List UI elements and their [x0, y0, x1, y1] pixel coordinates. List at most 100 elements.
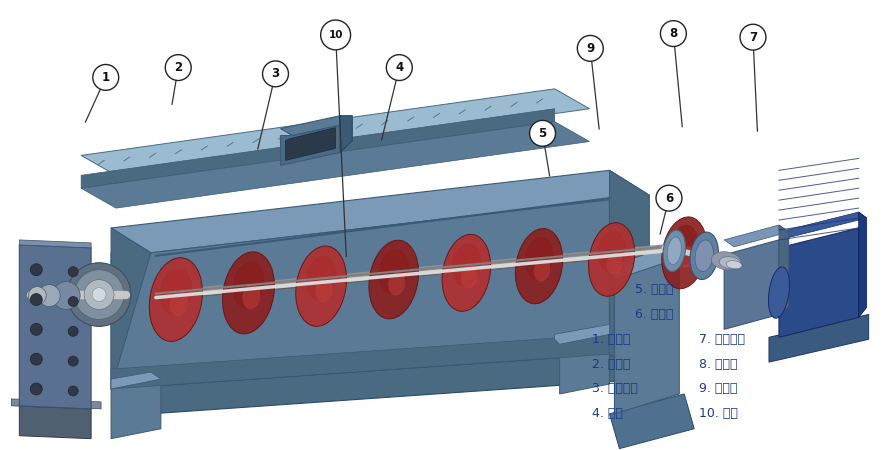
Polygon shape: [609, 394, 694, 449]
Ellipse shape: [525, 238, 553, 279]
Polygon shape: [19, 245, 91, 409]
Circle shape: [68, 356, 78, 366]
Polygon shape: [723, 225, 788, 247]
Circle shape: [30, 264, 43, 276]
Circle shape: [84, 279, 114, 310]
Ellipse shape: [666, 237, 680, 265]
Ellipse shape: [242, 284, 260, 309]
Ellipse shape: [149, 258, 202, 342]
Ellipse shape: [461, 265, 478, 288]
Text: 10. 槽盖: 10. 槽盖: [698, 407, 737, 420]
Circle shape: [92, 288, 106, 302]
Ellipse shape: [597, 231, 625, 272]
Polygon shape: [778, 225, 788, 315]
Polygon shape: [285, 128, 335, 160]
Ellipse shape: [315, 278, 332, 302]
Circle shape: [739, 24, 766, 50]
Ellipse shape: [588, 223, 634, 296]
Ellipse shape: [306, 256, 336, 300]
Ellipse shape: [515, 229, 562, 304]
Circle shape: [529, 121, 555, 146]
Circle shape: [74, 270, 124, 320]
Circle shape: [68, 386, 78, 396]
Polygon shape: [280, 123, 352, 165]
Text: 5: 5: [538, 127, 546, 140]
Text: 3. 螺旋叶片: 3. 螺旋叶片: [591, 382, 637, 396]
Ellipse shape: [233, 262, 264, 307]
Ellipse shape: [169, 291, 188, 316]
Circle shape: [386, 54, 412, 81]
Text: 2. 出料口: 2. 出料口: [591, 358, 629, 371]
Circle shape: [165, 54, 191, 81]
Circle shape: [30, 383, 43, 395]
Circle shape: [67, 263, 131, 326]
Polygon shape: [609, 171, 649, 379]
Polygon shape: [111, 372, 160, 389]
Polygon shape: [723, 240, 778, 329]
Ellipse shape: [378, 250, 408, 293]
Circle shape: [656, 185, 681, 211]
Polygon shape: [340, 116, 352, 153]
Ellipse shape: [661, 217, 706, 289]
Circle shape: [93, 64, 119, 90]
Text: 6: 6: [664, 192, 672, 205]
Ellipse shape: [441, 234, 490, 311]
Circle shape: [660, 21, 686, 46]
Polygon shape: [12, 399, 101, 409]
Text: 10: 10: [328, 30, 343, 40]
Polygon shape: [111, 228, 151, 389]
Ellipse shape: [222, 252, 274, 334]
Circle shape: [68, 297, 78, 306]
Ellipse shape: [695, 240, 712, 272]
Ellipse shape: [606, 252, 622, 274]
Polygon shape: [81, 89, 589, 176]
Polygon shape: [111, 379, 160, 439]
Text: 5. 出料口: 5. 出料口: [634, 283, 673, 296]
Circle shape: [30, 293, 43, 306]
Text: 7. 驱动电机: 7. 驱动电机: [698, 333, 744, 346]
Polygon shape: [778, 212, 866, 238]
Polygon shape: [81, 109, 554, 188]
Text: 1: 1: [102, 71, 110, 84]
Text: 1. 轴承座: 1. 轴承座: [591, 333, 629, 346]
Circle shape: [30, 324, 43, 335]
Circle shape: [262, 61, 288, 87]
Ellipse shape: [689, 232, 718, 279]
Circle shape: [30, 353, 43, 365]
Polygon shape: [768, 315, 867, 362]
Circle shape: [321, 20, 350, 50]
Circle shape: [52, 282, 80, 310]
Text: 7: 7: [748, 31, 756, 44]
Text: 8: 8: [669, 27, 677, 40]
Ellipse shape: [670, 225, 697, 265]
Ellipse shape: [726, 261, 742, 269]
Ellipse shape: [369, 240, 418, 319]
Circle shape: [28, 287, 46, 305]
Ellipse shape: [533, 259, 549, 281]
Ellipse shape: [451, 244, 480, 286]
Polygon shape: [19, 240, 91, 248]
Polygon shape: [280, 116, 352, 135]
Polygon shape: [614, 243, 679, 279]
Ellipse shape: [679, 246, 695, 268]
Text: 4. 槽体: 4. 槽体: [591, 407, 622, 420]
Ellipse shape: [295, 246, 346, 326]
Polygon shape: [858, 212, 866, 317]
Ellipse shape: [767, 267, 789, 318]
Circle shape: [38, 285, 60, 306]
Circle shape: [68, 267, 78, 277]
Text: 9: 9: [586, 42, 594, 55]
Ellipse shape: [719, 256, 740, 269]
Ellipse shape: [388, 272, 405, 295]
Ellipse shape: [662, 230, 685, 271]
Polygon shape: [111, 195, 649, 389]
Ellipse shape: [711, 252, 740, 270]
Polygon shape: [111, 171, 649, 253]
Ellipse shape: [159, 269, 191, 315]
Polygon shape: [19, 406, 91, 439]
Polygon shape: [778, 228, 858, 338]
Circle shape: [68, 326, 78, 336]
Text: 6. 联轴器: 6. 联轴器: [634, 308, 673, 321]
Text: 9. 轴承座: 9. 轴承座: [698, 382, 737, 396]
Text: 4: 4: [395, 61, 403, 74]
